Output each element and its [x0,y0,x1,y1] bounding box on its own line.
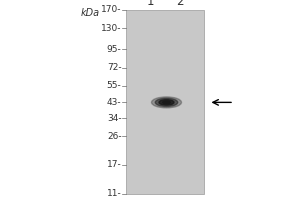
Text: 34-: 34- [107,114,122,123]
Text: 72-: 72- [107,63,122,72]
Ellipse shape [159,100,174,105]
Text: 130-: 130- [101,24,122,33]
Text: 95-: 95- [107,45,122,54]
Bar [126,10,204,194]
Text: 55-: 55- [107,81,122,90]
Ellipse shape [163,101,170,104]
Text: 170-: 170- [101,5,122,15]
Text: 1: 1 [146,0,154,8]
Text: 2: 2 [176,0,184,8]
Text: kDa: kDa [80,8,100,18]
Text: 11-: 11- [107,190,122,198]
Text: 17-: 17- [107,160,122,169]
Text: 43-: 43- [107,98,122,107]
Ellipse shape [155,98,178,107]
Ellipse shape [152,97,182,108]
Text: 26-: 26- [107,132,122,141]
